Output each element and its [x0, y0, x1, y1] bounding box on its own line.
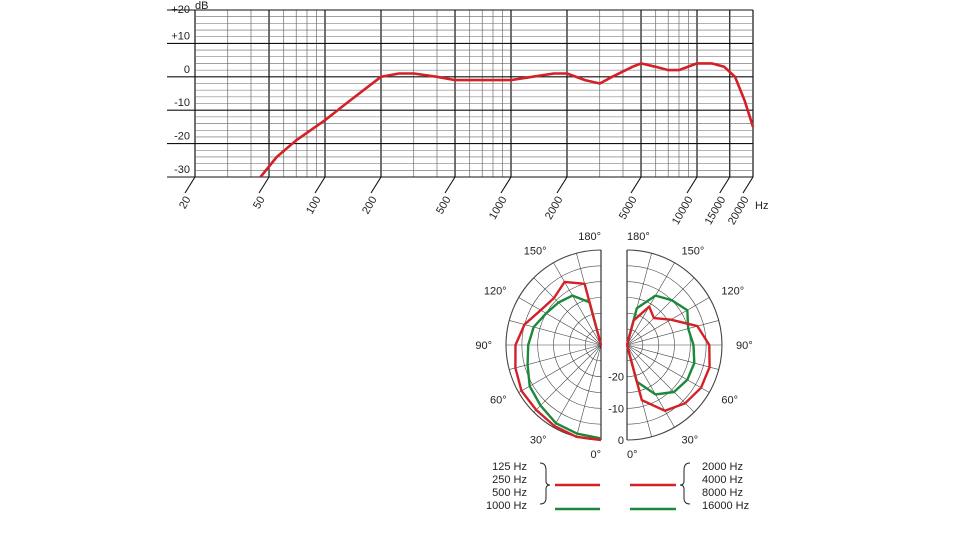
polar-angle-label: 30°	[530, 434, 547, 446]
polar-spoke	[627, 277, 695, 346]
x-tick-mark	[742, 176, 754, 194]
legend-brace-left	[539, 462, 551, 505]
y-tick-label: +20	[171, 4, 190, 16]
x-tick-label: 1000	[487, 195, 510, 222]
polar-spoke	[518, 344, 601, 393]
legend-label-left: 500 Hz	[492, 487, 527, 499]
legend-label-right: 16000 Hz	[702, 500, 749, 512]
x-tick-label: 100	[304, 195, 324, 217]
polar-curve-left	[514, 280, 603, 442]
x-tick-label: 50	[251, 195, 268, 212]
polar-spoke	[518, 297, 601, 346]
x-tick-mark	[686, 176, 698, 194]
polar-angle-label: 30°	[682, 434, 699, 446]
polar-angle-label: 120°	[484, 286, 507, 298]
x-tick-mark	[314, 176, 326, 194]
polar-curve-right	[625, 294, 696, 396]
x-tick-label: 5000	[617, 195, 640, 222]
legend-label-right: 8000 Hz	[702, 487, 743, 499]
polar-curve-right	[625, 305, 711, 412]
x-tick-mark	[556, 176, 568, 194]
y-tick-label: -10	[174, 97, 190, 109]
legend-label-left: 125 Hz	[492, 461, 527, 473]
x-tick-mark	[630, 176, 642, 194]
polar-radius-label: 0	[618, 435, 624, 447]
polar-spoke	[533, 277, 601, 346]
legend-label-right: 2000 Hz	[702, 461, 743, 473]
frequency-response-chart: +20 +10 0 -10 -20 -30 dB 20 50 100 200 500 1000 2000 5…	[167, 0, 768, 227]
x-tick-mark	[184, 176, 196, 194]
x-tick-label: 500	[434, 195, 454, 217]
polar-spoke	[627, 344, 695, 413]
polar-pattern-chart: 180° 180° 150° 150° 120° 120° 90° 90° 60° 60° 30° 3…	[475, 231, 752, 512]
polar-angle-label: 90°	[475, 340, 492, 352]
response-curve	[259, 62, 755, 178]
y-axis-label: dB	[195, 0, 208, 12]
polar-spoke	[553, 344, 601, 428]
polar-spoke	[533, 344, 601, 413]
polar-spoke	[627, 344, 710, 393]
legend-brace-right	[679, 462, 691, 505]
polar-angle-label: 180°	[578, 231, 601, 243]
polar-angle-label: 60°	[721, 395, 738, 407]
x-tick-label: 20	[177, 195, 194, 212]
x-tick-label: 2000	[543, 195, 566, 222]
polar-angle-label: 120°	[721, 286, 744, 298]
polar-radius-label: -10	[608, 403, 624, 415]
legend-label-right: 4000 Hz	[702, 474, 743, 486]
y-tick-label: -20	[174, 131, 190, 143]
x-tick-label: 15000	[703, 195, 729, 227]
polar-angle-label: 180°	[627, 231, 650, 243]
x-tick-label: 200	[360, 195, 380, 217]
polar-spoke	[553, 262, 601, 346]
polar-angle-label: 150°	[524, 246, 547, 258]
legend-label-left: 1000 Hz	[486, 500, 527, 512]
polar-angle-label: 0°	[590, 449, 601, 461]
x-tick-mark	[444, 176, 456, 194]
polar-spoke	[627, 262, 675, 346]
polar-curve-left	[526, 294, 603, 440]
y-tick-label: -30	[174, 164, 190, 176]
x-tick-mark	[719, 176, 731, 194]
x-tick-label: 10000	[670, 195, 696, 227]
polar-spoke	[509, 344, 601, 370]
polar-spoke	[627, 344, 719, 370]
legend-label-left: 250 Hz	[492, 474, 527, 486]
x-tick-mark	[370, 176, 382, 194]
x-axis-label: Hz	[755, 200, 768, 212]
polar-spoke	[576, 344, 601, 437]
x-tick-label: 20000	[726, 195, 752, 227]
x-tick-mark	[258, 176, 270, 194]
polar-spoke	[627, 320, 719, 346]
y-tick-label: +10	[171, 30, 190, 42]
polar-angle-label: 60°	[490, 395, 507, 407]
polar-angle-label: 90°	[736, 340, 753, 352]
polar-spoke	[627, 297, 710, 346]
x-tick-mark	[500, 176, 512, 194]
polar-spoke	[627, 344, 675, 428]
y-tick-label: 0	[184, 64, 190, 76]
polar-angle-label: 150°	[682, 246, 705, 258]
polar-angle-label: 0°	[627, 449, 638, 461]
polar-radius-label: -20	[608, 372, 624, 384]
